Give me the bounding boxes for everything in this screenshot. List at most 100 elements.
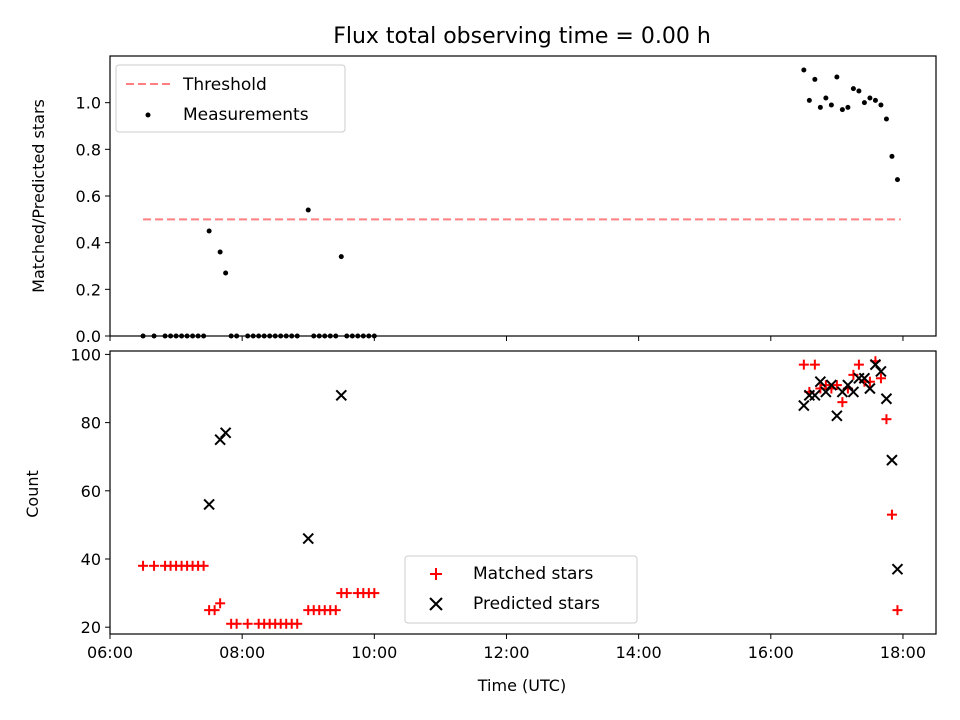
measurement-point (228, 333, 234, 339)
matched-star-marker (292, 618, 303, 629)
measurement-point (311, 333, 317, 339)
measurement-point (823, 95, 829, 101)
measurement-point (349, 333, 355, 339)
top-legend: Threshold Measurements (115, 64, 346, 133)
measurement-point (371, 333, 377, 339)
measurement-point (883, 116, 889, 122)
measurement-point (327, 333, 333, 339)
legend-matched-swatch (430, 568, 442, 580)
predicted-star-marker (847, 386, 860, 398)
measurement-point (806, 97, 812, 103)
measurement-point (845, 104, 851, 110)
measurement-point (234, 333, 240, 339)
predicted-star-marker (864, 382, 876, 395)
predicted-star-marker (891, 563, 904, 575)
matched-star-marker (341, 588, 352, 599)
measurement-point (283, 333, 289, 339)
top-y-tick-label: 0.8 (76, 140, 101, 159)
measurement-point (272, 333, 278, 339)
predicted-star-marker (880, 393, 893, 405)
predicted-star-marker (335, 389, 347, 402)
measurement-point (834, 74, 840, 80)
top-y-tick-label: 0.6 (76, 187, 101, 206)
measurement-point (140, 333, 146, 339)
measurement-point (294, 333, 300, 339)
predicted-star-marker (858, 372, 871, 384)
bottom-x-tick-label: 08:00 (219, 643, 265, 662)
measurement-point (184, 333, 190, 339)
top-chart-title: Flux total observing time = 0.00 h (333, 24, 711, 49)
matched-star-marker (215, 598, 226, 609)
matched-star-marker (831, 380, 842, 391)
matched-stars-points (138, 356, 903, 629)
matched-star-marker (330, 605, 341, 616)
measurement-point (878, 102, 884, 108)
matched-star-marker (138, 560, 149, 571)
predicted-star-marker (798, 399, 810, 412)
predicted-stars-points (203, 358, 904, 575)
top-y-axis-label: Matched/Predicted stars (29, 99, 48, 293)
measurement-point (305, 207, 311, 213)
matched-star-marker (242, 618, 253, 629)
measurement-point (344, 333, 350, 339)
matched-star-marker (369, 588, 380, 599)
bottom-y-tick-label: 80 (81, 414, 101, 433)
matched-star-marker (809, 359, 820, 370)
legend-measurements-label: Measurements (183, 105, 309, 125)
matched-star-marker (149, 560, 160, 571)
measurement-point (894, 177, 900, 183)
measurement-point (217, 249, 223, 255)
predicted-star-marker (825, 379, 838, 391)
predicted-star-marker (875, 365, 887, 378)
measurement-points (140, 67, 900, 339)
measurement-point (850, 86, 856, 92)
matched-star-marker (198, 560, 209, 571)
matched-star-marker (881, 414, 892, 425)
top-panel: 0.0 0.2 0.4 0.6 0.8 1.0 Matched/Predicted sta… (29, 55, 937, 346)
bottom-x-tick-label: 10:00 (351, 643, 397, 662)
measurement-point (322, 333, 328, 339)
predicted-star-marker (886, 454, 898, 466)
matched-star-marker (798, 359, 809, 370)
measurement-point (206, 228, 212, 234)
measurement-point (223, 270, 229, 276)
matched-star-marker (853, 359, 864, 370)
measurement-point (195, 333, 201, 339)
measurement-point (355, 333, 361, 339)
predicted-star-marker (814, 375, 827, 388)
legend-predicted-label: Predicted stars (473, 594, 600, 614)
bottom-x-axis: 06:00 08:00 10:00 12:00 14:00 16:00 18:00 (87, 634, 926, 662)
bottom-panel: 20 40 60 80 100 06:00 08:00 10:00 12:00 14:00 16:… (23, 345, 937, 695)
bottom-y-tick-label: 40 (81, 550, 101, 569)
measurement-point (333, 333, 339, 339)
measurement-point (267, 333, 273, 339)
legend-matched-label: Matched stars (473, 564, 593, 584)
measurement-point (250, 333, 256, 339)
predicted-star-marker (219, 427, 232, 439)
bottom-y-tick-label: 20 (81, 618, 101, 637)
legend-measurements-swatch (145, 112, 151, 118)
predicted-star-marker (831, 410, 843, 422)
bottom-y-tick-label: 100 (70, 345, 101, 364)
bottom-y-axis: 20 40 60 80 100 (70, 345, 110, 637)
measurement-point (861, 100, 867, 106)
matched-star-marker (837, 397, 848, 408)
measurement-point (190, 333, 196, 339)
measurement-point (817, 104, 823, 110)
top-legend-frame (115, 64, 346, 133)
bottom-legend: Matched stars Predicted stars (404, 555, 638, 624)
measurement-point (801, 67, 807, 73)
measurement-point (872, 97, 878, 103)
measurement-point (316, 333, 322, 339)
matched-star-marker (209, 605, 220, 616)
predicted-star-marker (809, 389, 821, 402)
matched-star-marker (875, 373, 886, 384)
measurement-point (179, 333, 185, 339)
matched-star-marker (886, 509, 897, 520)
x-axis-label: Time (UTC) (477, 676, 566, 695)
bottom-x-tick-label: 18:00 (880, 643, 926, 662)
top-y-tick-label: 1.0 (76, 94, 101, 113)
predicted-star-marker (203, 498, 215, 511)
measurement-point (162, 333, 168, 339)
matched-star-marker (892, 605, 903, 616)
